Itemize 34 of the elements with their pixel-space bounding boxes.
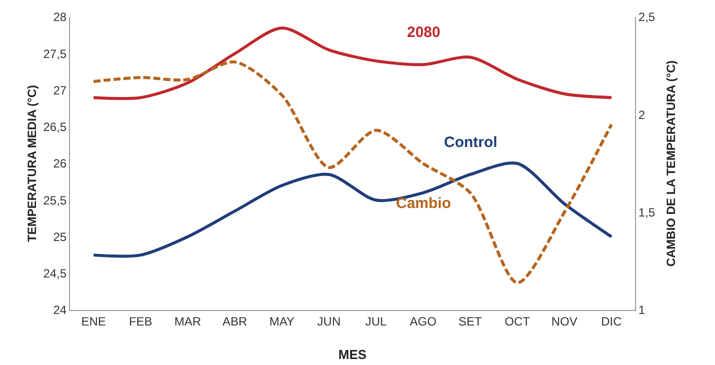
x-tick-label: SET — [458, 314, 483, 328]
y2-tick-label: 1 — [638, 303, 646, 318]
x-tick-label: MAY — [269, 314, 294, 328]
series-label: Cambio — [396, 195, 452, 212]
line-series — [92, 60, 613, 284]
line-series — [92, 162, 613, 258]
x-tick-label: FEB — [128, 314, 152, 328]
x-tick-label: DIC — [601, 314, 622, 328]
y-tick-label: 28 — [53, 10, 67, 24]
y-tick-label: 24 — [53, 303, 67, 318]
x-tick-label: OCT — [504, 314, 531, 328]
x-tick-label: NOV — [551, 314, 578, 328]
y-tick-label: 25,5 — [43, 193, 67, 208]
y-tick-label: 26,5 — [43, 120, 67, 134]
y2-tick-label: 2,5 — [638, 10, 656, 24]
x-tick-label: ENE — [81, 314, 106, 328]
x-tick-label: JUL — [365, 314, 388, 328]
y2-axis-title: CAMBIO DE LA TEMPERATURA (°C) — [664, 60, 678, 267]
y-tick-label: 25 — [53, 230, 67, 244]
y-tick-label: 27,5 — [43, 46, 67, 61]
y-tick-label: 26 — [53, 156, 67, 171]
x-axis-title: MES — [338, 347, 367, 362]
x-tick-label: MAR — [174, 314, 202, 328]
line-series — [92, 26, 613, 100]
y2-tick-label: 1,5 — [638, 206, 656, 220]
y-tick-label: 24,5 — [43, 266, 67, 281]
series-label: 2080 — [407, 24, 440, 41]
x-tick-label: JUN — [317, 314, 341, 328]
series-label: Control — [444, 134, 498, 151]
x-tick-label: AGO — [410, 314, 436, 328]
y-axis-title: TEMPERATURA MEDIA (°C) — [25, 84, 39, 242]
x-tick-label: ABR — [222, 314, 248, 328]
y-tick-label: 27 — [53, 83, 67, 98]
y2-tick-label: 2 — [638, 108, 646, 122]
